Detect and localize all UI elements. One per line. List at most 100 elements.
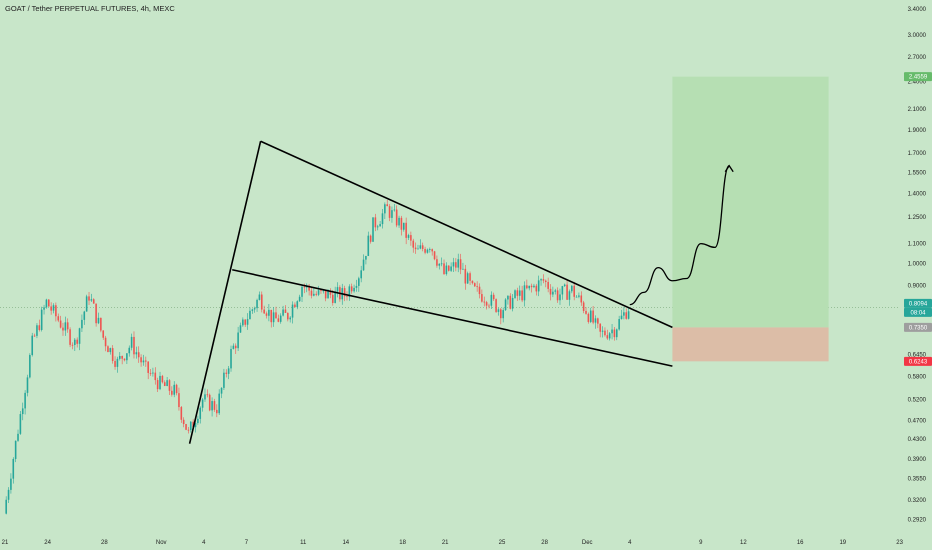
flagpole-line xyxy=(188,141,262,444)
candle-body xyxy=(256,299,258,309)
candle-body xyxy=(83,311,86,320)
candle xyxy=(402,222,405,232)
candle-body xyxy=(615,329,618,338)
y-tick-label: 0.6450 xyxy=(908,353,927,359)
candle-body xyxy=(90,299,93,301)
candle-body xyxy=(492,294,495,300)
candle-body xyxy=(552,291,554,295)
candle xyxy=(507,295,509,305)
x-tick-label: 18 xyxy=(399,540,406,546)
candle xyxy=(152,367,154,377)
candle xyxy=(379,221,381,227)
candle-body xyxy=(279,315,282,322)
x-tick-label: Dec xyxy=(582,540,593,546)
candle-body xyxy=(433,251,436,260)
candle xyxy=(163,380,166,387)
candle xyxy=(414,242,417,254)
candle xyxy=(166,377,168,387)
candle xyxy=(76,337,78,348)
candle xyxy=(21,402,24,421)
candle xyxy=(38,319,41,332)
y-tick-label: 3.0000 xyxy=(908,33,927,39)
y-tick-label: 2.7000 xyxy=(908,55,927,61)
candle-body xyxy=(199,407,202,419)
candle xyxy=(433,250,436,261)
candle-body xyxy=(282,309,284,316)
candle-body xyxy=(317,290,320,295)
y-tick-label: 1.5500 xyxy=(908,170,927,176)
candle-body xyxy=(443,263,445,275)
candle xyxy=(350,283,353,294)
candle xyxy=(594,315,597,329)
countdown-badge-label: 08:04 xyxy=(910,310,926,316)
candle xyxy=(440,257,443,267)
candle xyxy=(445,262,448,276)
candle-body xyxy=(559,294,561,301)
candle-body xyxy=(149,372,152,374)
candle xyxy=(452,257,455,272)
candle-body xyxy=(573,285,575,297)
candle-body xyxy=(116,358,119,367)
candle-body xyxy=(154,372,157,381)
candle xyxy=(549,284,552,301)
candle-body xyxy=(206,394,209,396)
candle-body xyxy=(381,213,384,225)
candle-body xyxy=(561,286,564,295)
candle-body xyxy=(471,280,474,284)
candle-body xyxy=(587,313,590,322)
candle xyxy=(173,381,176,398)
candle xyxy=(559,288,561,305)
candle xyxy=(111,345,114,364)
candle-body xyxy=(563,284,566,287)
candle-body xyxy=(417,248,419,250)
candle-body xyxy=(104,337,107,347)
candle xyxy=(563,283,566,287)
candle xyxy=(431,248,433,256)
candle-body xyxy=(296,301,299,308)
candle xyxy=(289,316,291,323)
candle xyxy=(473,282,476,287)
candle-body xyxy=(544,280,547,282)
candle xyxy=(69,327,71,348)
candle xyxy=(296,300,299,310)
candle xyxy=(305,283,308,293)
candle-body xyxy=(606,335,609,339)
candle xyxy=(180,406,183,423)
candle-body xyxy=(100,317,102,331)
candle xyxy=(31,332,34,357)
candle-body xyxy=(488,305,490,307)
last-price-badge: 0.8094 xyxy=(904,298,932,308)
candle xyxy=(7,487,10,503)
candle xyxy=(358,276,360,292)
candle xyxy=(490,291,493,309)
candle-body xyxy=(627,311,630,319)
candle-body xyxy=(242,319,244,326)
candle xyxy=(346,291,348,301)
candle-body xyxy=(88,296,90,301)
candle xyxy=(78,327,81,351)
candle-body xyxy=(516,290,519,296)
candle-body xyxy=(549,288,552,295)
candle-body xyxy=(114,360,116,367)
candle-body xyxy=(201,399,204,408)
candle-body xyxy=(289,317,291,320)
candle xyxy=(220,387,223,399)
candle-body xyxy=(348,286,351,297)
y-tick-label: 0.3200 xyxy=(908,498,927,504)
candle xyxy=(530,283,533,293)
candle xyxy=(388,204,391,222)
candle xyxy=(466,271,469,284)
candle xyxy=(391,206,393,223)
candle xyxy=(417,244,419,250)
candle-body xyxy=(568,291,571,300)
candle xyxy=(604,327,606,337)
candle xyxy=(263,305,265,314)
candle-body xyxy=(315,293,318,295)
candle xyxy=(114,356,116,370)
candle-body xyxy=(483,301,486,303)
candle-body xyxy=(308,285,310,291)
candle xyxy=(587,312,590,324)
candle-body xyxy=(447,265,450,271)
candle xyxy=(270,309,273,328)
